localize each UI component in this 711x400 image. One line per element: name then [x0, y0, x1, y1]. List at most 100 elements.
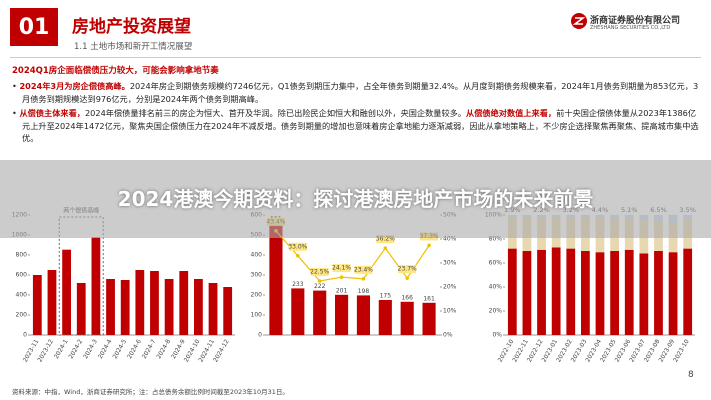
- y2-tick-label: 20%: [443, 284, 457, 291]
- y-tick-label: 80%: [489, 236, 503, 243]
- slide-title: 房地产投资展望: [72, 17, 191, 37]
- y2-tick-label: 30%: [443, 260, 457, 267]
- bar: [610, 251, 619, 335]
- data-label: 36.2%: [376, 236, 395, 243]
- bar: [378, 300, 392, 335]
- data-label: 24.1%: [332, 265, 351, 272]
- bar: [208, 283, 218, 335]
- bar: [537, 249, 546, 335]
- line-marker: [361, 277, 366, 281]
- bar: [668, 252, 678, 335]
- data-label: 166: [401, 294, 413, 301]
- y-tick-label: 20%: [489, 308, 503, 315]
- section-number: 01: [10, 8, 58, 46]
- bar: [639, 253, 649, 335]
- bar: [106, 279, 115, 335]
- line-marker: [339, 275, 344, 279]
- bar: [91, 237, 101, 335]
- bar: [179, 271, 189, 335]
- bar: [313, 290, 327, 335]
- bar: [422, 302, 436, 335]
- y-tick-label: 200: [16, 312, 28, 319]
- label-box: [288, 242, 307, 251]
- bullet-text: 从偿债绝对数值上来看，: [466, 108, 557, 118]
- bar: [291, 288, 305, 335]
- banner: 2024港澳今期资料：探讨港澳房地产市场的未来前景: [0, 160, 711, 238]
- line-marker: [317, 279, 322, 283]
- label-box: [376, 235, 395, 244]
- data-label: 23.7%: [398, 266, 417, 273]
- bar: [581, 251, 590, 335]
- company-name: 浙商证券股份有限公司: [590, 16, 681, 26]
- y2-tick-label: 10%: [443, 308, 457, 315]
- bullet-text: 从偿债主体来看，: [19, 108, 85, 118]
- bullet-text: 2024年偿债量排名前三的房企为恒大、首开及华润。除已出险民企如恒大和融创以外，…: [84, 108, 467, 118]
- data-label: 201: [336, 287, 348, 294]
- bar: [356, 295, 370, 335]
- logo: [571, 13, 587, 29]
- data-label: 233: [292, 281, 304, 288]
- data-label: 198: [358, 288, 370, 295]
- bar: [62, 249, 71, 335]
- y-tick-label: 400: [16, 292, 28, 299]
- bullet: 从偿债主体来看，2024年偿债量排名前三的房企为恒大、首开及华润。除已出险民企如…: [12, 107, 702, 145]
- bullet-text: 2024年房企到期债务规模约7246亿元，Q1债务到期压力集中，占全年债务到期量…: [22, 81, 699, 104]
- y-tick-label: 800: [16, 252, 28, 259]
- y-tick-label: 300: [251, 272, 263, 279]
- divider: [10, 57, 701, 58]
- bar: [400, 301, 414, 335]
- y-tick-label: 600: [16, 272, 28, 279]
- y-tick-label: 0%: [492, 332, 502, 339]
- bar: [624, 249, 634, 335]
- bar: [551, 247, 561, 335]
- data-label: 175: [380, 293, 392, 300]
- slide-subtitle: 1.1 土地市场和新开工情况展望: [74, 42, 193, 52]
- data-label: 22.5%: [310, 269, 329, 276]
- bar: [595, 252, 605, 335]
- data-label: 161: [423, 295, 435, 302]
- line-marker: [296, 254, 300, 258]
- y2-tick-label: 40%: [443, 236, 457, 243]
- data-label: 33.0%: [288, 243, 307, 250]
- y-tick-label: 0: [258, 332, 262, 339]
- label-box: [310, 268, 329, 276]
- bar: [194, 279, 203, 335]
- bar: [47, 270, 57, 335]
- data-label: 23.4%: [354, 266, 373, 273]
- bar: [566, 248, 576, 335]
- source-note: 资料来源：中指，Wind，浙商证券研究所；注：占总债务余额比例时间截至2023年…: [12, 388, 289, 396]
- bullets: 2024年3月为房企偿债高峰。2024年房企到期债务规模约7246亿元，Q1债务…: [12, 80, 702, 147]
- line-marker: [405, 276, 409, 280]
- section-title: 2024Q1房企面临偿债压力较大，可能会影响拿地节奏: [12, 66, 219, 76]
- y-tick-label: 40%: [489, 284, 503, 291]
- bullet-text: 前十央国企偿债体量从2023年1386亿元上升至2024年1472亿元，聚焦央国…: [22, 108, 699, 143]
- y-tick-label: 100: [251, 312, 263, 319]
- bar: [76, 283, 86, 335]
- bar: [135, 270, 145, 335]
- bar: [522, 251, 532, 335]
- bar: [683, 248, 693, 335]
- bullet: 2024年3月为房企偿债高峰。2024年房企到期债务规模约7246亿元，Q1债务…: [12, 80, 702, 105]
- bar: [120, 280, 130, 335]
- line-marker: [427, 243, 431, 248]
- bar: [654, 251, 663, 335]
- label-box: [332, 264, 351, 273]
- bar: [269, 222, 283, 335]
- bar: [335, 294, 349, 335]
- label-box: [398, 265, 417, 274]
- bar: [507, 248, 517, 335]
- bar: [150, 271, 159, 335]
- y-tick-label: 60%: [489, 260, 503, 267]
- line-marker: [383, 246, 388, 250]
- y2-tick-label: 0%: [443, 332, 453, 339]
- page-number: 8: [688, 370, 694, 380]
- label-box: [354, 265, 373, 274]
- data-label: 222: [314, 283, 326, 290]
- bar: [164, 279, 174, 335]
- bullet-text: 2024年3月为房企偿债高峰。: [19, 81, 130, 91]
- bar: [223, 287, 233, 335]
- y-tick-label: 400: [251, 252, 263, 259]
- y-tick-label: 200: [251, 292, 263, 299]
- banner-text: 2024港澳今期资料：探讨港澳房地产市场的未来前景: [117, 187, 594, 211]
